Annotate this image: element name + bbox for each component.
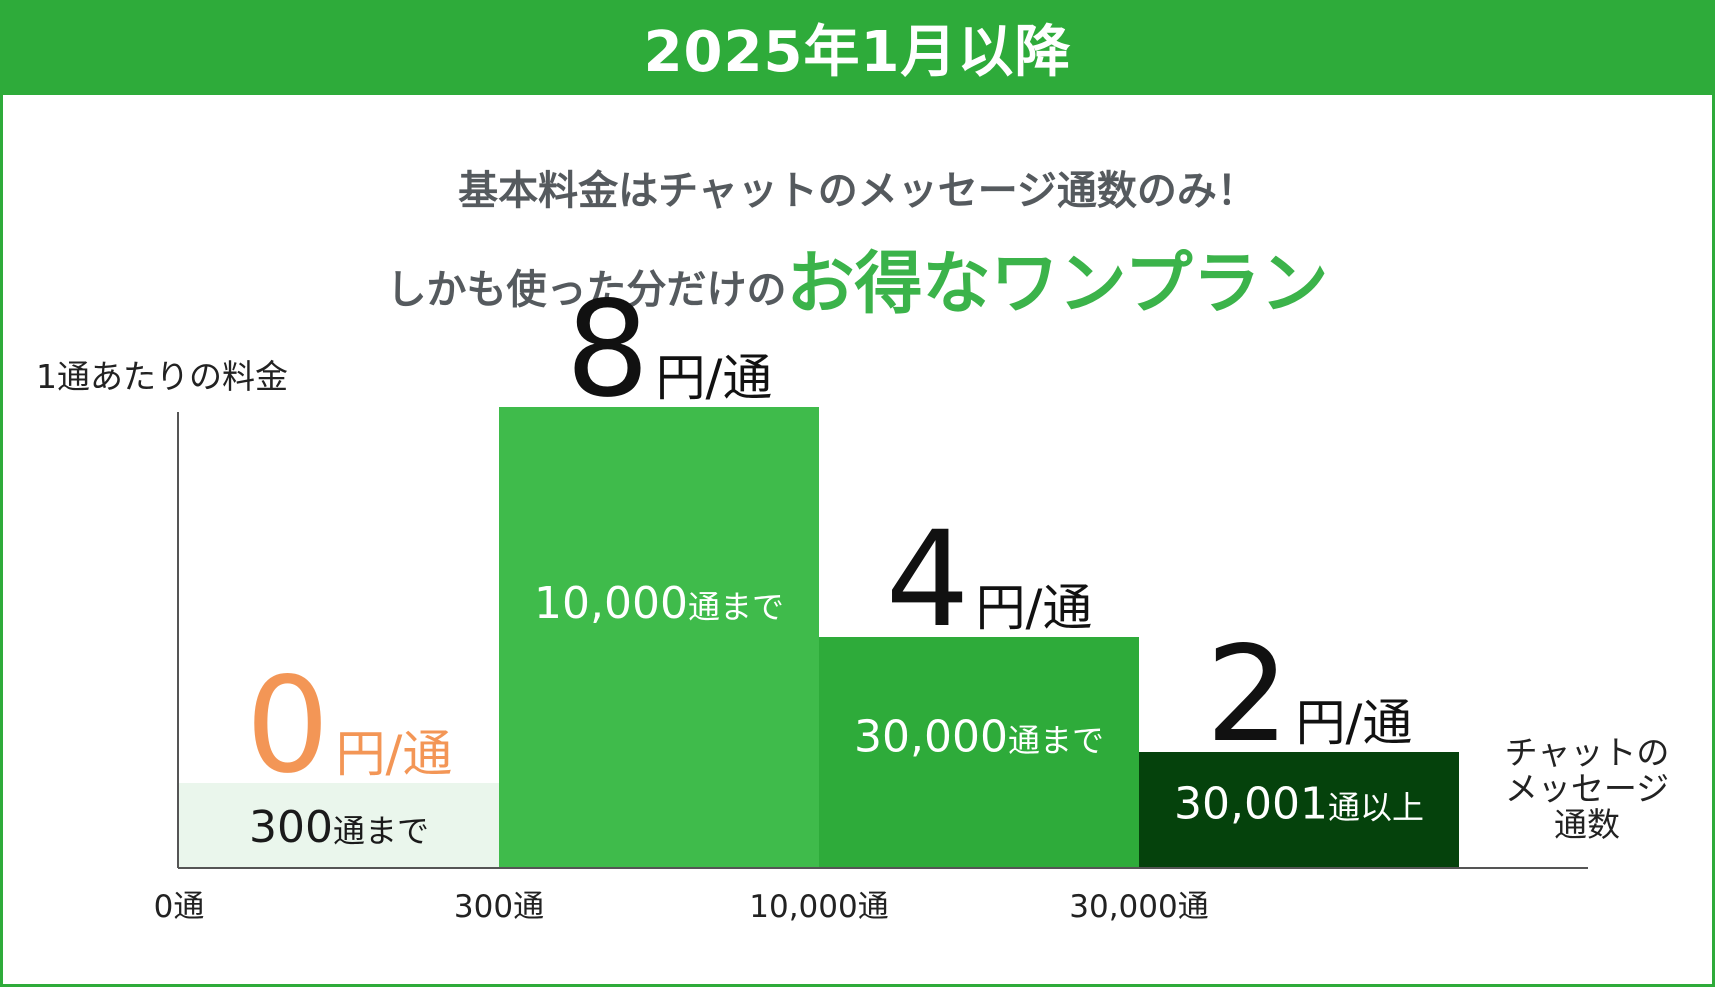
range-label-tier-4: 30,001通以上 (1174, 778, 1424, 829)
bar-tier-3 (819, 637, 1139, 867)
range-label-tier-2: 10,000通まで (534, 578, 784, 629)
page-title: 2025年1月以降 (0, 0, 1715, 95)
headline-emphasis: お得なワンプラン (786, 245, 1329, 324)
price-label-tier-1: 0 円/通 (246, 649, 453, 803)
headline-line2-pre: しかも使った分だけの (386, 267, 787, 313)
x-tick-label-3: 10,000通 (749, 889, 888, 925)
bar-tier-2 (499, 407, 819, 867)
bar-tier-1 (179, 783, 499, 867)
bar-tier-4 (1139, 752, 1459, 867)
price-label-tier-2: 8 円/通 (566, 273, 773, 427)
price-label-tier-4: 2 円/通 (1206, 618, 1413, 772)
headline-line1: 基本料金はチャットのメッセージ通数のみ！ (458, 168, 1257, 214)
x-tick-label-1: 0通 (154, 889, 205, 925)
range-label-tier-1: 300通まで (249, 802, 429, 853)
headline-line2: しかも使った分だけのお得なワンプラン (0, 228, 1715, 327)
price-label-tier-3: 4 円/通 (886, 503, 1093, 657)
x-tick-label-4: 30,000通 (1069, 889, 1208, 925)
y-axis-label: 1通あたりの料金 (36, 357, 288, 396)
range-label-tier-3: 30,000通まで (854, 712, 1104, 763)
x-axis-label: チャットの メッセージ 通数 (1504, 733, 1670, 844)
x-tick-label-2: 300通 (454, 889, 544, 925)
